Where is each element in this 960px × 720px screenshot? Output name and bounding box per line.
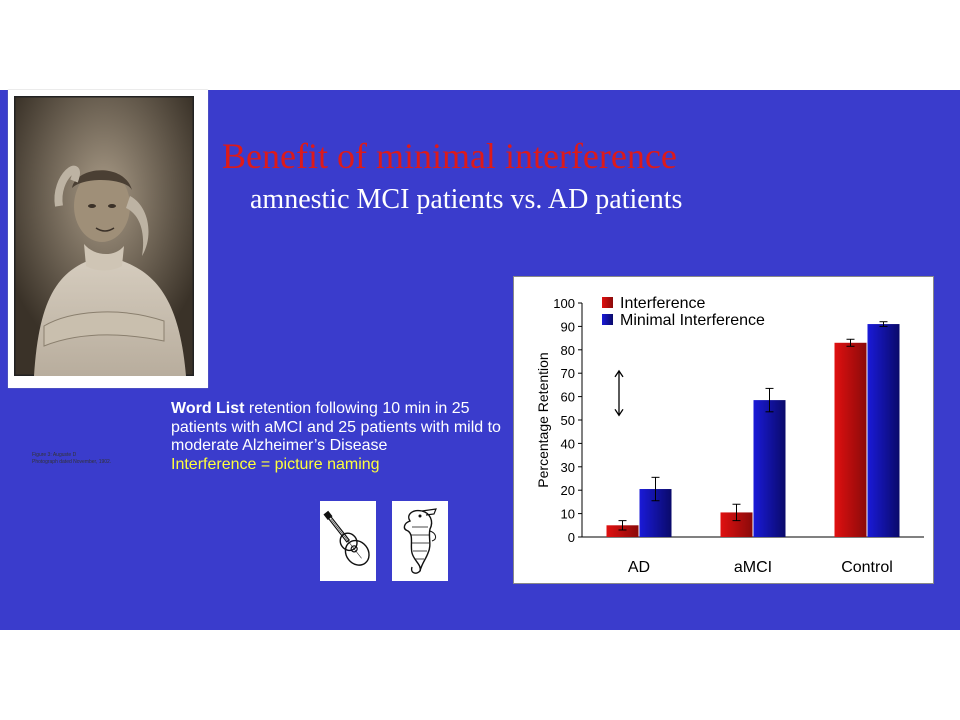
y-tick-label: 90 [561,319,575,334]
photo-caption-date: Photograph dated November, 1902. [32,459,112,465]
y-tick-label: 0 [568,530,575,545]
legend-swatch [602,314,613,325]
bar-minimal-interference [753,400,786,537]
guitar-picture [320,501,376,581]
bar-interference [606,525,639,537]
bar-chart-svg: 0 10 20 30 40 50 60 70 80 90 100 Percentage Retenti… [535,295,924,576]
legend-label: Minimal Interference [620,312,765,329]
y-tick-label: 30 [561,460,575,475]
y-tick-label: 10 [561,507,575,522]
x-category-label: aMCI [734,559,772,576]
bar-interference [834,342,867,537]
arrow-head-up [614,369,624,378]
seahorse-picture [392,501,448,581]
y-tick-label: 80 [561,343,575,358]
interference-note: Interference = picture naming [171,455,380,473]
y-axis-label: Percentage Retention [535,352,551,487]
y-tick-label: 20 [561,483,575,498]
bar-minimal-interference [867,324,900,537]
patient-photo-image [14,96,194,376]
slide-title: Benefit of minimal interference [222,136,677,176]
y-tick-label: 100 [553,296,575,311]
seahorse-icon [403,508,437,574]
description-text: Word List retention following 10 min in … [171,400,516,474]
retention-chart: 0 10 20 30 40 50 60 70 80 90 100 Percentage Retenti… [513,276,934,584]
historical-photo: Figure 3: Auguste D Photograph dated Nov… [8,90,208,465]
y-tick-label: 40 [561,436,575,451]
x-category-label: AD [628,559,650,576]
description-body: retention following 10 min in 25 patient… [171,400,501,454]
y-tick-label: 50 [561,413,575,428]
y-tick-label: 60 [561,390,575,405]
legend-label: Interference [620,295,705,312]
description-bold: Word List [171,400,245,417]
arrow-head-down [614,408,624,417]
guitar-icon [323,510,370,566]
photo-caption: Figure 3: Auguste D [32,452,77,458]
legend-swatch [602,297,613,308]
slide-subtitle: amnestic MCI patients vs. AD patients [250,184,683,215]
x-category-label: Control [841,559,893,576]
y-tick-label: 70 [561,366,575,381]
